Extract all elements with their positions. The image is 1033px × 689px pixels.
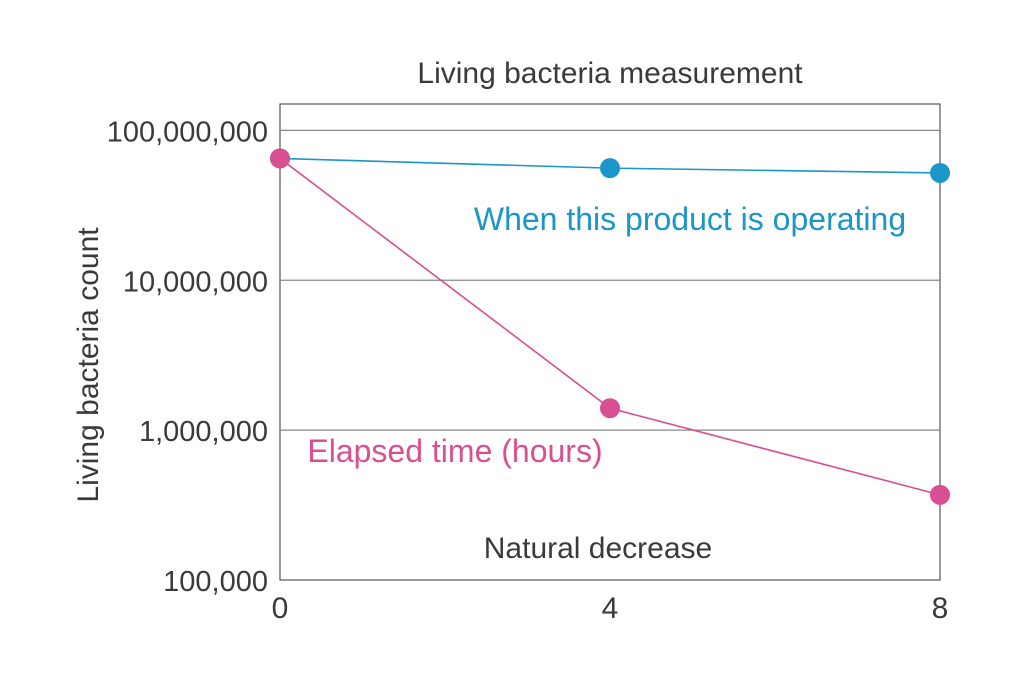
data-point bbox=[600, 398, 620, 419]
chart-title: Living bacteria measurement bbox=[417, 57, 803, 90]
y-tick-label: 100,000,000 bbox=[107, 116, 268, 148]
grid-lines bbox=[280, 129, 940, 431]
y-axis-label: Living bacteria count bbox=[72, 227, 105, 503]
y-tick-label: 100,000 bbox=[163, 566, 268, 598]
x-tick-label: 4 bbox=[602, 592, 619, 625]
series-0 bbox=[270, 148, 950, 183]
y-tick-label: 10,000,000 bbox=[123, 266, 268, 298]
annotation-operating: When this product is operating bbox=[474, 201, 906, 237]
x-tick-label: 8 bbox=[932, 592, 949, 625]
x-tick-label: 0 bbox=[272, 592, 289, 625]
series-layer bbox=[270, 148, 950, 505]
annotation-elapsed-time: Elapsed time (hours) bbox=[307, 433, 602, 469]
x-tick-labels: 0 4 8 bbox=[272, 592, 949, 625]
data-point bbox=[930, 162, 950, 183]
series-1 bbox=[270, 148, 950, 505]
data-point bbox=[600, 158, 620, 179]
plot-frame bbox=[279, 103, 941, 581]
y-tick-label: 1,000,000 bbox=[139, 416, 268, 448]
plot-border bbox=[279, 103, 941, 581]
y-tick-labels: 100,000 1,000,000 10,000,000 100,000,000 bbox=[107, 116, 268, 598]
data-point bbox=[930, 484, 950, 505]
data-point bbox=[270, 148, 290, 169]
annotation-natural-decrease: Natural decrease bbox=[484, 532, 712, 565]
